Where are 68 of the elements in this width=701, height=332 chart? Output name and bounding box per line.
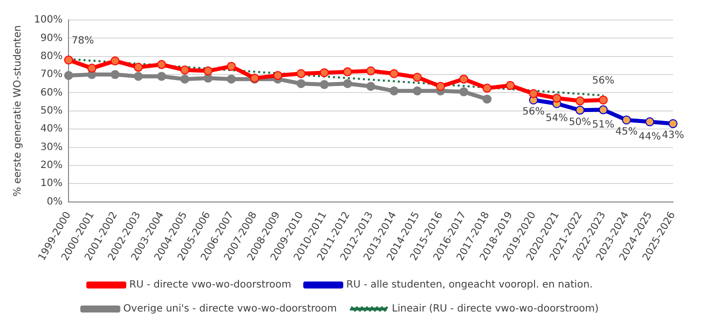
point: [180, 65, 190, 74]
point: [180, 74, 190, 84]
point: [134, 62, 143, 72]
point: [226, 62, 236, 71]
data-label: 43%: [662, 130, 684, 142]
legend-label: RU - alle studenten, ongeacht vooropl. en nation.: [346, 280, 593, 291]
legend-label: RU - directe vwo-wo-doorstroom: [129, 280, 292, 291]
point: [482, 84, 492, 93]
point: [366, 82, 376, 91]
point: [529, 89, 538, 98]
y-tick-label: 100%: [34, 14, 63, 26]
point: [204, 66, 213, 76]
y-tick-label: 80%: [40, 50, 63, 62]
legend-label: Overige uni's - directe vwo-wo-doorstroom: [123, 304, 337, 315]
point: [87, 64, 96, 73]
y-tick-label: 60%: [40, 87, 63, 98]
point: [273, 70, 282, 80]
point: [204, 74, 213, 83]
y-tick-label: 70%: [40, 69, 63, 80]
point: [226, 74, 236, 84]
point: [482, 94, 492, 104]
y-tick-label: 10%: [40, 178, 63, 190]
point: [320, 68, 329, 78]
y-tick-label: 40%: [40, 124, 63, 135]
point: [390, 86, 399, 96]
point: [296, 69, 306, 78]
point: [459, 74, 468, 84]
point: [598, 105, 608, 114]
data-label: 54%: [546, 113, 568, 124]
point: [436, 82, 446, 91]
point: [622, 115, 632, 124]
point: [110, 70, 120, 80]
y-tick-label: 90%: [40, 32, 63, 44]
y-tick-label: 0%: [46, 196, 63, 208]
data-label: 50%: [568, 116, 592, 128]
point: [64, 55, 74, 64]
point: [576, 106, 585, 115]
data-label: 56%: [592, 76, 614, 87]
data-label: 51%: [592, 119, 614, 130]
data-label: 78%: [72, 36, 94, 47]
y-tick-label: 20%: [40, 160, 63, 172]
data-label: 44%: [638, 131, 661, 142]
point: [157, 72, 166, 81]
y-tick-label: 30%: [40, 142, 63, 153]
point: [296, 79, 306, 88]
point: [157, 60, 166, 70]
point: [110, 56, 120, 66]
point: [343, 79, 352, 88]
point: [645, 117, 654, 126]
point: [343, 67, 352, 76]
data-label: 56%: [522, 106, 545, 118]
point: [412, 86, 422, 96]
point: [552, 94, 562, 103]
point: [134, 72, 143, 81]
point: [412, 72, 422, 82]
point: [598, 95, 608, 104]
data-label: 45%: [615, 126, 638, 138]
point: [576, 96, 585, 106]
point: [459, 87, 468, 96]
point: [390, 69, 399, 78]
point: [320, 80, 329, 90]
point: [668, 119, 678, 128]
y-axis-title: % eerste generatie WO-studenten: [12, 25, 24, 196]
legend-label: Lineair (RU - directe vwo-wo-doorstroom): [392, 304, 599, 315]
y-tick-label: 50%: [40, 105, 63, 116]
point: [366, 66, 376, 76]
point: [506, 80, 515, 90]
point: [64, 70, 74, 80]
